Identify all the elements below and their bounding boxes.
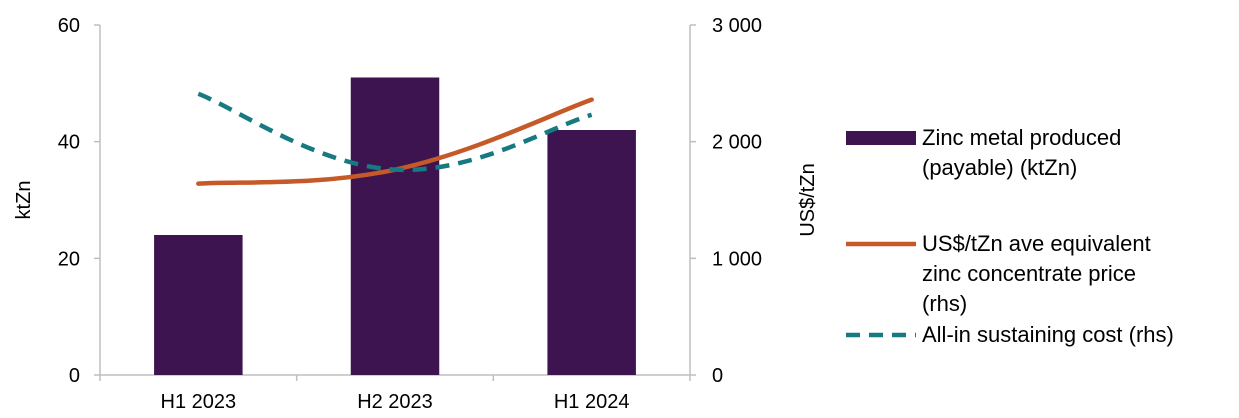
legend-label: (payable) (ktZn) [922,155,1077,180]
legend-label: Zinc metal produced [922,125,1121,150]
bars [154,77,636,375]
y-right-tick-label: 0 [712,365,723,387]
y-right-tick-label: 1 000 [712,248,762,270]
y-right-axis-title: US$/tZn [797,163,819,236]
y-right-tick-label: 3 000 [712,15,762,37]
x-tick-label: H1 2023 [161,391,237,413]
tick-labels: 0 20 40 60 0 1 000 2 000 3 000 H1 2023 H2 2023 H1 … [58,15,762,413]
y-left-axis-title: ktZn [13,181,35,220]
lines [196,91,594,186]
x-tick-label: H2 2023 [357,391,433,413]
y-left-tick-label: 0 [69,365,80,387]
series-line-all-in-sustaining-cost [197,91,593,173]
legend-marker-bar [846,131,916,145]
legend: Zinc metal produced (payable) (ktZn) US$/t… [846,125,1174,347]
bar [154,235,243,375]
legend-label: US$/tZn ave equivalent [922,231,1151,256]
legend-label: All-in sustaining cost (rhs) [922,322,1174,347]
bar [547,130,636,375]
bar [350,77,440,375]
y-left-tick-label: 40 [58,132,80,154]
y-left-tick-label: 20 [58,248,80,270]
x-tick-label: H1 2024 [554,391,630,413]
legend-label: zinc concentrate price [922,261,1136,286]
y-right-tick-label: 2 000 [712,132,762,154]
legend-label: (rhs) [922,291,967,316]
y-left-tick-label: 60 [58,15,80,37]
